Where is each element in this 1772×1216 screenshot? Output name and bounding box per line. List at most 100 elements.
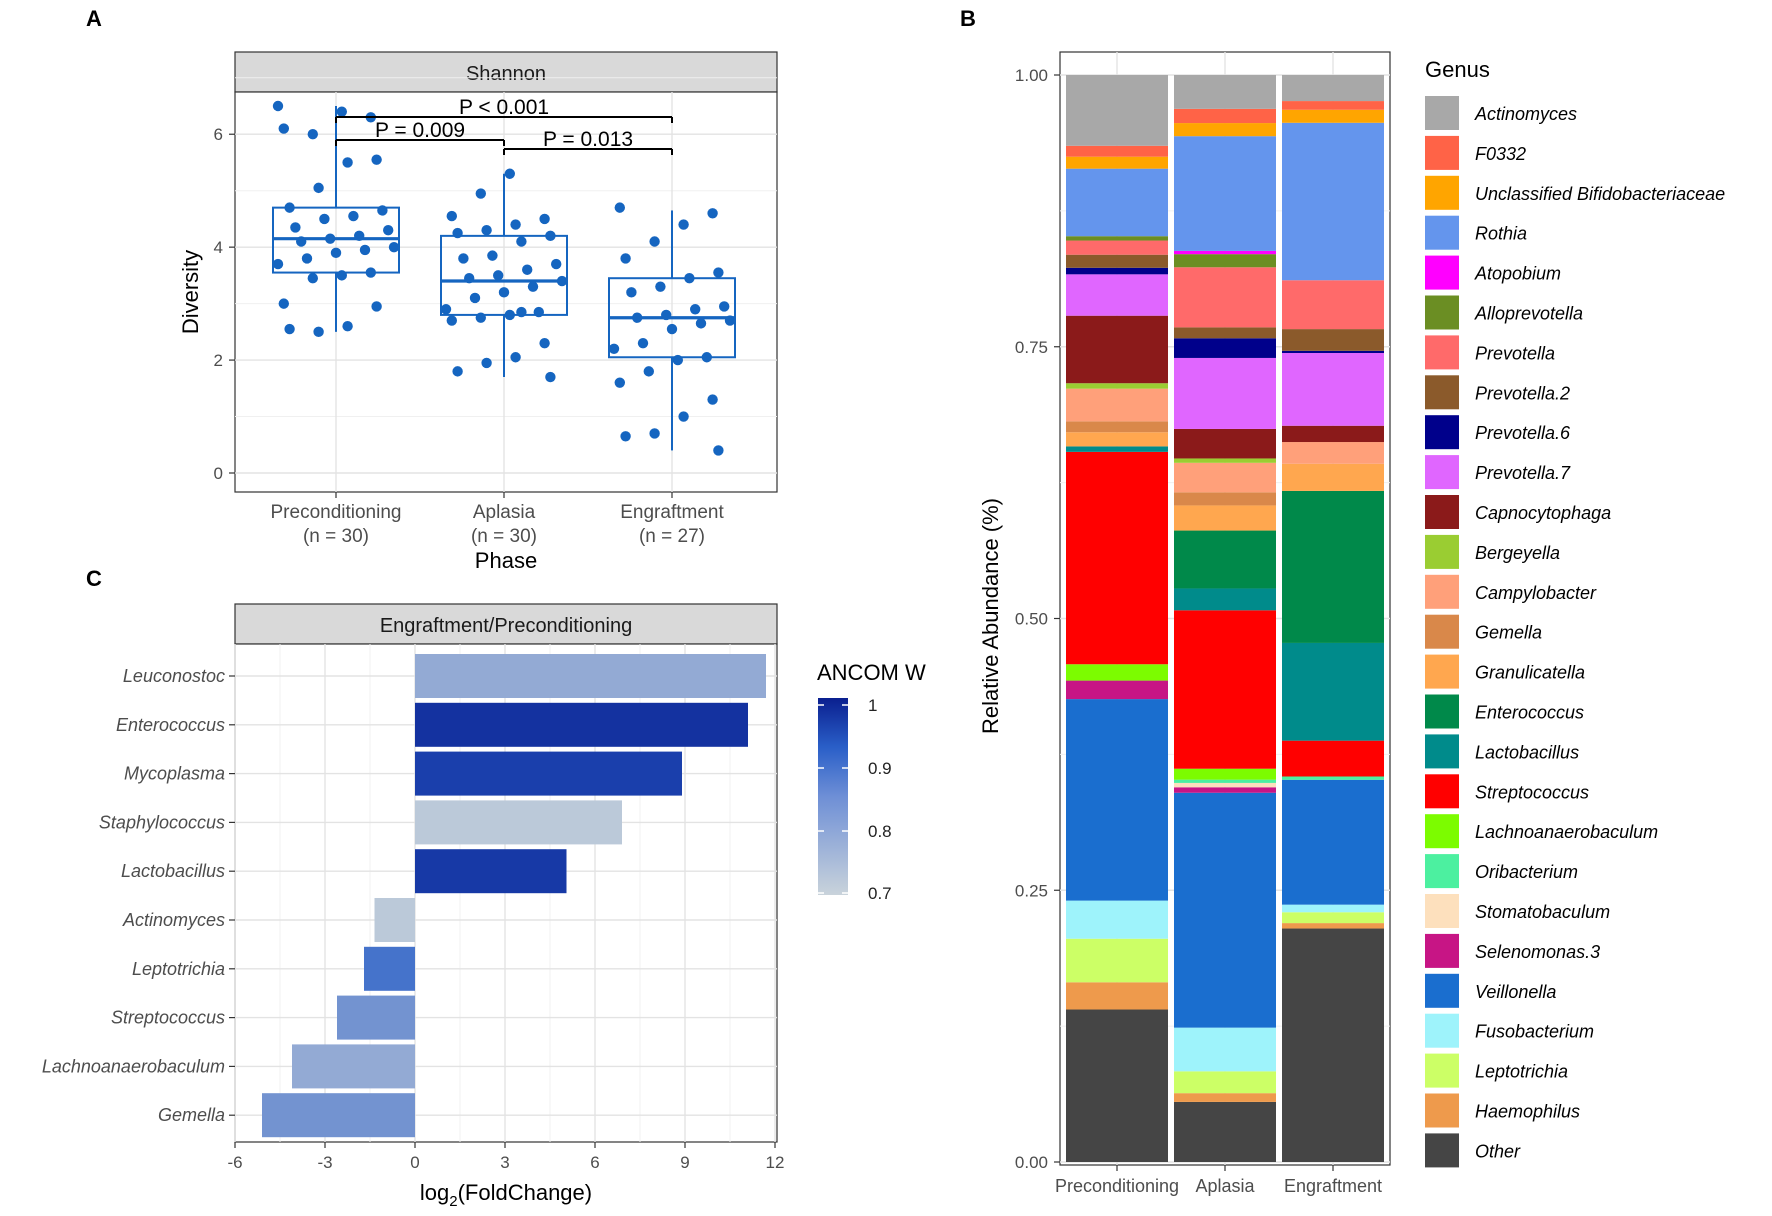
stacked-segment	[1066, 168, 1168, 237]
data-point	[319, 213, 330, 225]
legend-swatch	[1425, 534, 1459, 569]
legend-swatch	[1425, 654, 1459, 689]
data-point	[272, 258, 284, 270]
stacked-segment	[1174, 75, 1276, 109]
y-tick-label: Gemella	[158, 1105, 225, 1125]
legend-swatch	[1425, 854, 1459, 889]
legend-swatch	[1425, 614, 1459, 649]
data-point	[643, 366, 654, 377]
legend-label: Prevotella.7	[1475, 463, 1571, 483]
stacked-segment	[1282, 642, 1384, 741]
data-point	[516, 236, 527, 247]
data-point	[440, 304, 452, 315]
stacked-segment	[1066, 680, 1168, 700]
panel-a-strip	[234, 51, 778, 93]
data-point	[637, 337, 649, 349]
y-tick-label: 0	[214, 464, 223, 483]
data-point	[684, 273, 695, 284]
stacked-segment	[1282, 923, 1384, 929]
data-point	[481, 225, 492, 236]
stacked-segment	[1174, 123, 1276, 137]
legend-swatch	[1425, 96, 1459, 130]
stacked-segment	[1066, 145, 1168, 157]
data-point	[516, 306, 527, 318]
data-point	[475, 188, 486, 199]
stacked-segment	[1174, 1071, 1276, 1094]
stacked-segment	[1282, 490, 1384, 643]
stacked-segment	[1066, 699, 1168, 901]
data-point	[713, 445, 724, 456]
data-point	[626, 287, 637, 298]
x-tick-label: 12	[766, 1153, 785, 1172]
foldchange-bar	[415, 654, 766, 698]
stacked-segment	[1066, 388, 1168, 422]
panel-a-strip-label: Shannon	[466, 63, 546, 85]
stacked-segment	[1282, 928, 1384, 1162]
y-tick-label: 4	[214, 238, 223, 257]
stacked-segment	[1066, 236, 1168, 241]
data-point	[620, 431, 631, 442]
stacked-segment	[1282, 740, 1384, 777]
x-tick-label: Preconditioning	[1055, 1176, 1179, 1196]
data-point	[336, 106, 347, 117]
data-point	[342, 157, 353, 168]
data-point	[301, 253, 313, 264]
data-point	[278, 123, 289, 134]
colorbar-label: 0.8	[868, 822, 892, 841]
data-point	[377, 205, 388, 216]
stacked-segment	[1282, 463, 1384, 491]
data-point	[551, 258, 562, 270]
data-point	[272, 100, 284, 112]
panel-c-strip-label: Engraftment/Preconditioning	[380, 615, 632, 637]
panel-b-letter: B	[960, 6, 976, 31]
data-point	[383, 225, 394, 236]
foldchange-bar	[262, 1093, 415, 1138]
panel-c-y-ticks: Leuconostoc Enterococcus Mycoplasma Staphyl…	[42, 666, 235, 1125]
data-point	[672, 354, 683, 366]
genus-legend-title: Genus	[1425, 57, 1490, 82]
data-point	[296, 236, 307, 247]
stacked-segment	[1066, 240, 1168, 255]
stacked-segment	[1066, 1009, 1168, 1162]
legend-label: Other	[1475, 1141, 1521, 1161]
panel-c-bars	[262, 654, 766, 1138]
stacked-segment	[1174, 254, 1276, 268]
stacked-segment	[1174, 588, 1276, 611]
legend-swatch	[1425, 574, 1459, 609]
data-point	[666, 323, 678, 335]
legend-swatch	[1425, 1053, 1459, 1088]
data-point	[458, 253, 469, 264]
panel-a-y-title: Diversity	[178, 250, 203, 334]
data-point	[371, 301, 382, 312]
data-point	[614, 202, 625, 213]
data-point	[464, 273, 475, 284]
panel-c-strip	[234, 603, 778, 645]
legend-label: Leptotrichia	[1475, 1062, 1568, 1082]
stacked-segment	[1174, 779, 1276, 783]
y-tick-label: Staphylococcus	[99, 812, 225, 832]
data-point	[707, 208, 718, 219]
stacked-segment	[1282, 329, 1384, 351]
data-point	[539, 337, 550, 349]
foldchange-bar	[292, 1044, 415, 1089]
data-point	[307, 129, 318, 140]
stacked-segment	[1282, 109, 1384, 123]
colorbar-label: 0.7	[868, 884, 892, 903]
panel-b: B 0.00 0.25 0.50 0.75 1.00 Preconditioning Ap…	[960, 6, 1725, 1196]
panel-c-x-ticks: -6 -3 0 3 6 9 12	[227, 1142, 784, 1172]
stacked-segment	[1174, 136, 1276, 251]
data-point	[504, 309, 515, 321]
stacked-segment	[1174, 768, 1276, 780]
stacked-segment	[1066, 274, 1168, 316]
data-point	[713, 267, 724, 278]
legend-label: Oribacterium	[1475, 862, 1578, 882]
data-point	[510, 352, 521, 363]
stacked-segment	[1066, 451, 1168, 665]
legend-swatch	[1425, 894, 1459, 928]
stacked-segment	[1174, 782, 1276, 788]
legend-swatch	[1425, 335, 1459, 370]
y-tick-label: Mycoplasma	[124, 764, 225, 784]
data-point	[614, 377, 625, 388]
